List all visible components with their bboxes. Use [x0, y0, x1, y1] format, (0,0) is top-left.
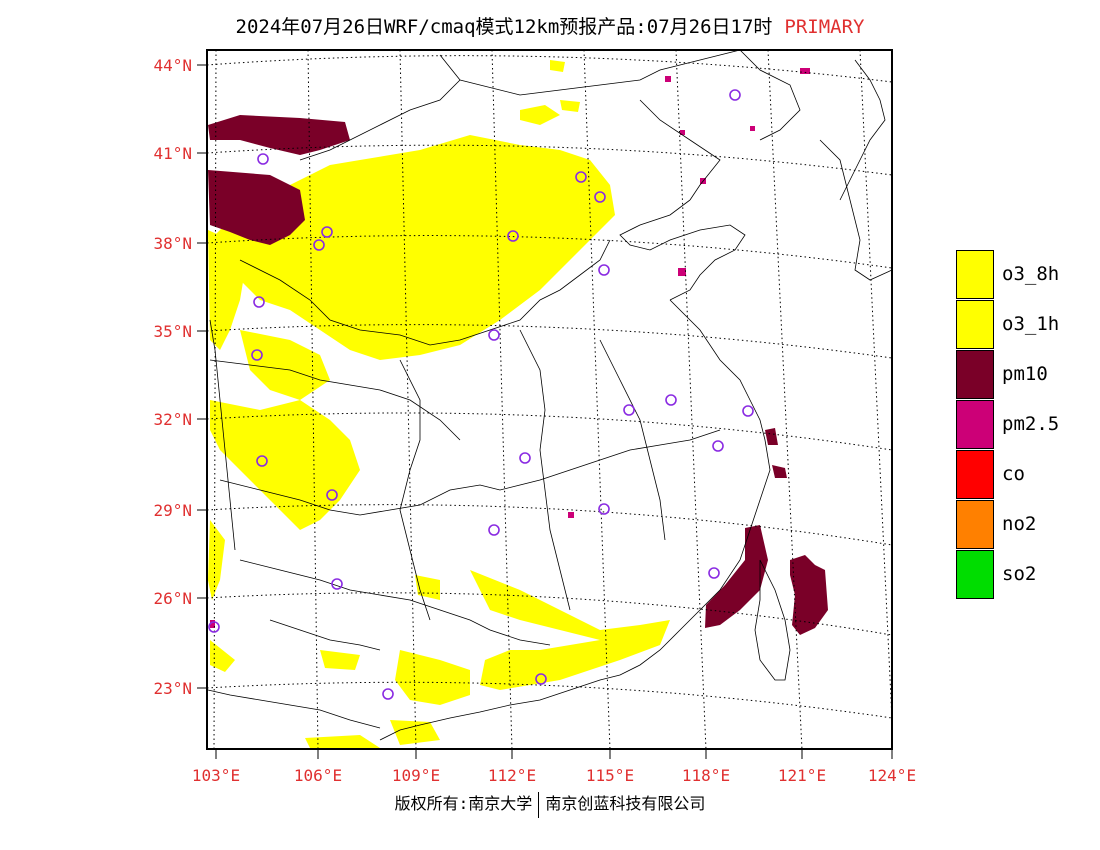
lon-label-103: 103°E [191, 766, 241, 785]
legend-label: o3_8h [1002, 263, 1060, 285]
title-text: 2024年07月26日WRF/cmaq模式12km预报产品:07月26日17时 [235, 16, 773, 38]
legend: o3_8h o3_1h pm10 pm2.5 co no2 so2 [956, 249, 1059, 599]
lat-label-26: 26°N [153, 589, 192, 608]
legend-label: pm2.5 [1002, 413, 1060, 435]
pm10-regions [208, 115, 828, 635]
legend-swatch [956, 349, 994, 399]
legend-item-pm25: pm2.5 [956, 399, 1059, 449]
copyright-footer: 版权所有:南京大学 南京创蓝科技有限公司 [0, 790, 1100, 818]
map-title: 2024年07月26日WRF/cmaq模式12km预报产品:07月26日17时 P… [0, 12, 1100, 39]
lon-label-115: 115°E [585, 766, 635, 785]
legend-swatch [956, 499, 994, 549]
legend-item-o3-1h: o3_1h [956, 299, 1059, 349]
axis-ticks [197, 64, 893, 759]
lon-label-112: 112°E [487, 766, 537, 785]
footer-divider [538, 791, 540, 818]
map-frame [206, 49, 893, 750]
lat-label-44: 44°N [153, 56, 192, 75]
lon-label-106: 106°E [293, 766, 343, 785]
footer-left: 版权所有:南京大学 [394, 794, 533, 813]
legend-label: o3_1h [1002, 313, 1060, 335]
lat-label-41: 41°N [153, 144, 192, 163]
o3-regions [208, 60, 670, 748]
legend-item-co: co [956, 449, 1059, 499]
legend-swatch [956, 249, 994, 299]
lat-label-32: 32°N [153, 410, 192, 429]
lon-label-109: 109°E [391, 766, 441, 785]
legend-label: so2 [1002, 563, 1037, 585]
lon-label-118: 118°E [681, 766, 731, 785]
lon-label-121: 121°E [777, 766, 827, 785]
lat-label-35: 35°N [153, 322, 192, 341]
legend-swatch [956, 549, 994, 599]
city-markers [208, 89, 754, 700]
legend-item-pm10: pm10 [956, 349, 1059, 399]
footer-right: 南京创蓝科技有限公司 [545, 794, 706, 813]
legend-swatch [956, 399, 994, 449]
boundaries [207, 49, 893, 741]
lon-label-124: 124°E [867, 766, 917, 785]
legend-item-o3-8h: o3_8h [956, 249, 1059, 299]
legend-swatch [956, 449, 994, 499]
title-tag: PRIMARY [784, 16, 865, 38]
legend-label: no2 [1002, 513, 1037, 535]
lat-label-38: 38°N [153, 234, 192, 253]
legend-item-so2: so2 [956, 549, 1059, 599]
lat-label-29: 29°N [153, 501, 192, 520]
graticule [206, 49, 893, 751]
legend-label: co [1002, 463, 1025, 485]
lat-label-23: 23°N [153, 679, 192, 698]
legend-label: pm10 [1002, 363, 1048, 385]
legend-swatch [956, 299, 994, 349]
legend-item-no2: no2 [956, 499, 1059, 549]
